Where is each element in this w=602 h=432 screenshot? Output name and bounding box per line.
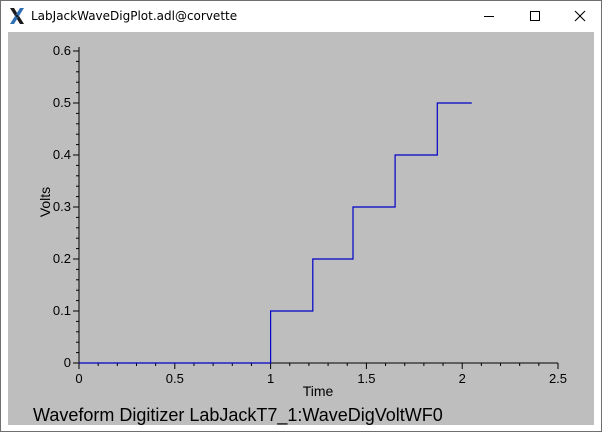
chart-title: Waveform Digitizer LabJackT7_1:WaveDigVo… xyxy=(33,405,443,425)
plot-panel: 0 0.5 1 1.5 2 2.5 0 0.1 0.2 0.3 0.4 0.5 0.6 Time Vol… xyxy=(8,32,594,425)
axes: 0 0.5 1 1.5 2 2.5 0 0.1 0.2 0.3 0.4 0.5 0.6 xyxy=(53,43,567,386)
y-tick-label: 0.4 xyxy=(53,147,71,162)
cartesian-plot: 0 0.5 1 1.5 2 2.5 0 0.1 0.2 0.3 0.4 0.5 0.6 Time Vol… xyxy=(37,43,567,399)
y-tick-label: 0.1 xyxy=(53,303,71,318)
x-axis-label: Time xyxy=(303,383,334,399)
y-tick-label: 0.5 xyxy=(53,95,71,110)
x-tick-label: 2.5 xyxy=(549,371,567,386)
window-title: LabJackWaveDigPlot.adl@corvette xyxy=(31,9,238,23)
x-window-icon xyxy=(8,7,26,25)
waveform-trace xyxy=(79,102,472,364)
minimize-button[interactable] xyxy=(466,1,512,31)
y-tick-label: 0.3 xyxy=(53,199,71,214)
y-tick-label: 0.6 xyxy=(53,43,71,58)
maximize-icon xyxy=(530,11,540,21)
trace-layer xyxy=(79,102,472,364)
close-icon xyxy=(574,10,586,22)
x-tick-label: 1 xyxy=(267,371,274,386)
x-tick-label: 0 xyxy=(75,371,82,386)
x-tick-label: 0.5 xyxy=(166,371,184,386)
y-tick-label: 0 xyxy=(64,355,71,370)
y-tick-label: 0.2 xyxy=(53,251,71,266)
minimize-icon xyxy=(484,16,494,17)
title-bar[interactable]: LabJackWaveDigPlot.adl@corvette xyxy=(1,1,601,31)
x-tick-label: 1.5 xyxy=(357,371,375,386)
y-axis-label: Volts xyxy=(37,187,53,217)
maximize-button[interactable] xyxy=(512,1,558,31)
x-tick-label: 2 xyxy=(459,371,466,386)
close-button[interactable] xyxy=(557,1,602,31)
